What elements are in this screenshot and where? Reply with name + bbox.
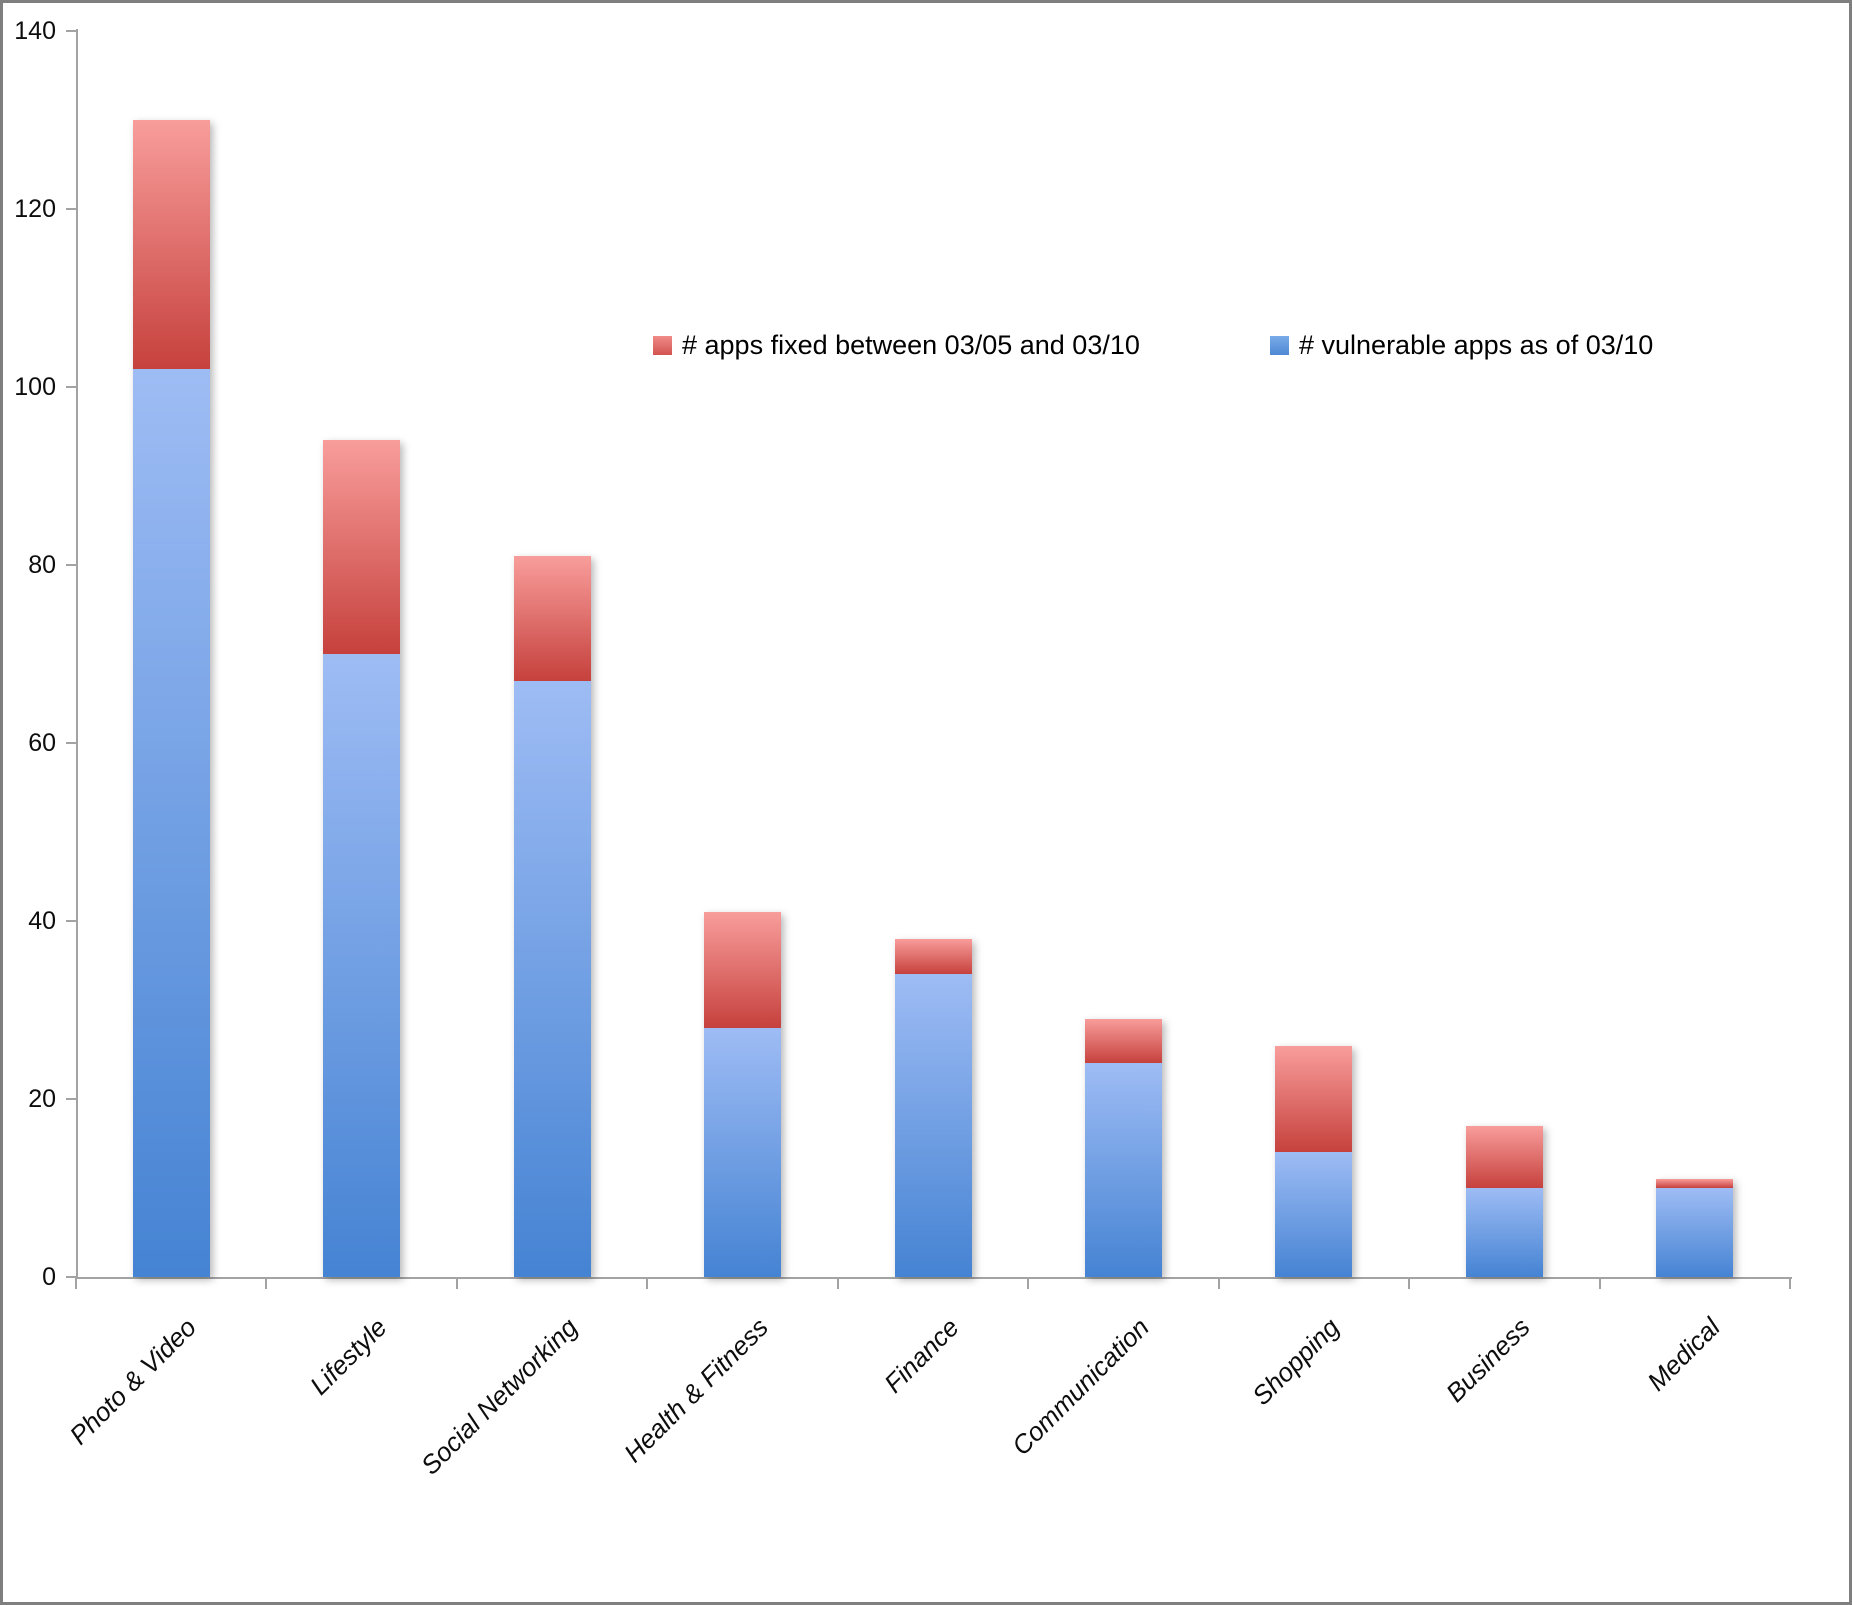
legend-label-vulnerable: # vulnerable apps as of 03/10: [1299, 330, 1654, 360]
bar-segment-fixed: [1465, 1125, 1543, 1188]
bar-segment-vulnerable: [1084, 1063, 1162, 1277]
bar-stack: [132, 120, 210, 1277]
x-tick: [455, 1277, 458, 1289]
legend-label-fixed: # apps fixed between 03/05 and 03/10: [682, 330, 1140, 360]
bar-stack: [513, 556, 591, 1277]
bar-stack: [1656, 1179, 1734, 1277]
bar-segment-vulnerable: [1656, 1188, 1734, 1277]
bar-segment-fixed: [1275, 1045, 1353, 1153]
y-tick-label: 80: [28, 551, 56, 579]
y-tick-label: 0: [42, 1263, 56, 1291]
bar-stack: [894, 938, 972, 1277]
y-tick-label: 40: [28, 907, 56, 935]
legend-swatch-fixed-icon: [653, 336, 672, 355]
x-tick: [1789, 1277, 1791, 1289]
legend-item-vulnerable: # vulnerable apps as of 03/10: [1270, 330, 1653, 361]
bar-segment-fixed: [132, 120, 210, 370]
legend-item-fixed: # apps fixed between 03/05 and 03/10: [653, 330, 1140, 361]
x-axis-label: Business: [1439, 1312, 1536, 1408]
bar-segment-fixed: [513, 556, 591, 681]
bar-segment-fixed: [894, 938, 972, 975]
bar-segment-fixed: [1084, 1018, 1162, 1064]
bar-segment-fixed: [323, 440, 401, 654]
x-tick: [75, 1277, 77, 1289]
bar-stack: [1084, 1018, 1162, 1277]
bar-segment-vulnerable: [513, 680, 591, 1277]
x-axis-label: Medical: [1641, 1312, 1726, 1397]
x-tick: [1598, 1277, 1601, 1289]
x-tick: [646, 1277, 649, 1289]
x-tick: [1217, 1277, 1220, 1289]
x-tick: [1027, 1277, 1030, 1289]
x-axis-label: Lifestyle: [304, 1312, 393, 1401]
bar-stack: [1465, 1125, 1543, 1277]
y-tick: [66, 920, 76, 922]
bar-segment-vulnerable: [132, 369, 210, 1277]
x-tick: [265, 1277, 268, 1289]
bar-segment-fixed: [1656, 1179, 1734, 1188]
y-tick-label: 20: [28, 1085, 56, 1113]
y-tick: [66, 1098, 76, 1100]
bar-segment-vulnerable: [894, 974, 972, 1277]
y-tick-label: 120: [14, 195, 56, 223]
x-tick: [1408, 1277, 1411, 1289]
bar-segment-vulnerable: [323, 654, 401, 1277]
x-axis-label: Shopping: [1246, 1312, 1346, 1411]
legend-swatch-vulnerable-icon: [1270, 336, 1289, 355]
y-tick: [66, 386, 76, 388]
y-tick: [66, 564, 76, 566]
y-tick-label: 60: [28, 729, 56, 757]
x-axis-label: Social Networking: [414, 1312, 584, 1481]
x-axis-label: Health & Fitness: [617, 1312, 774, 1469]
bar-stack: [323, 440, 401, 1277]
x-axis-label: Finance: [877, 1312, 965, 1399]
y-tick: [66, 1276, 76, 1278]
x-axis-label: Communication: [1005, 1312, 1155, 1461]
x-axis-line: [76, 1277, 1792, 1279]
bar-segment-vulnerable: [704, 1027, 782, 1277]
y-tick: [66, 30, 76, 32]
y-axis-line: [76, 29, 78, 1277]
y-tick-label: 100: [14, 373, 56, 401]
y-tick: [66, 208, 76, 210]
bar-stack: [704, 912, 782, 1277]
x-tick: [836, 1277, 839, 1289]
bar-segment-vulnerable: [1275, 1152, 1353, 1277]
y-tick-label: 140: [14, 17, 56, 45]
x-axis-label: Photo & Video: [64, 1312, 203, 1451]
bar-segment-fixed: [704, 912, 782, 1028]
bar-stack: [1275, 1045, 1353, 1277]
bar-segment-vulnerable: [1465, 1188, 1543, 1277]
y-tick: [66, 742, 76, 744]
